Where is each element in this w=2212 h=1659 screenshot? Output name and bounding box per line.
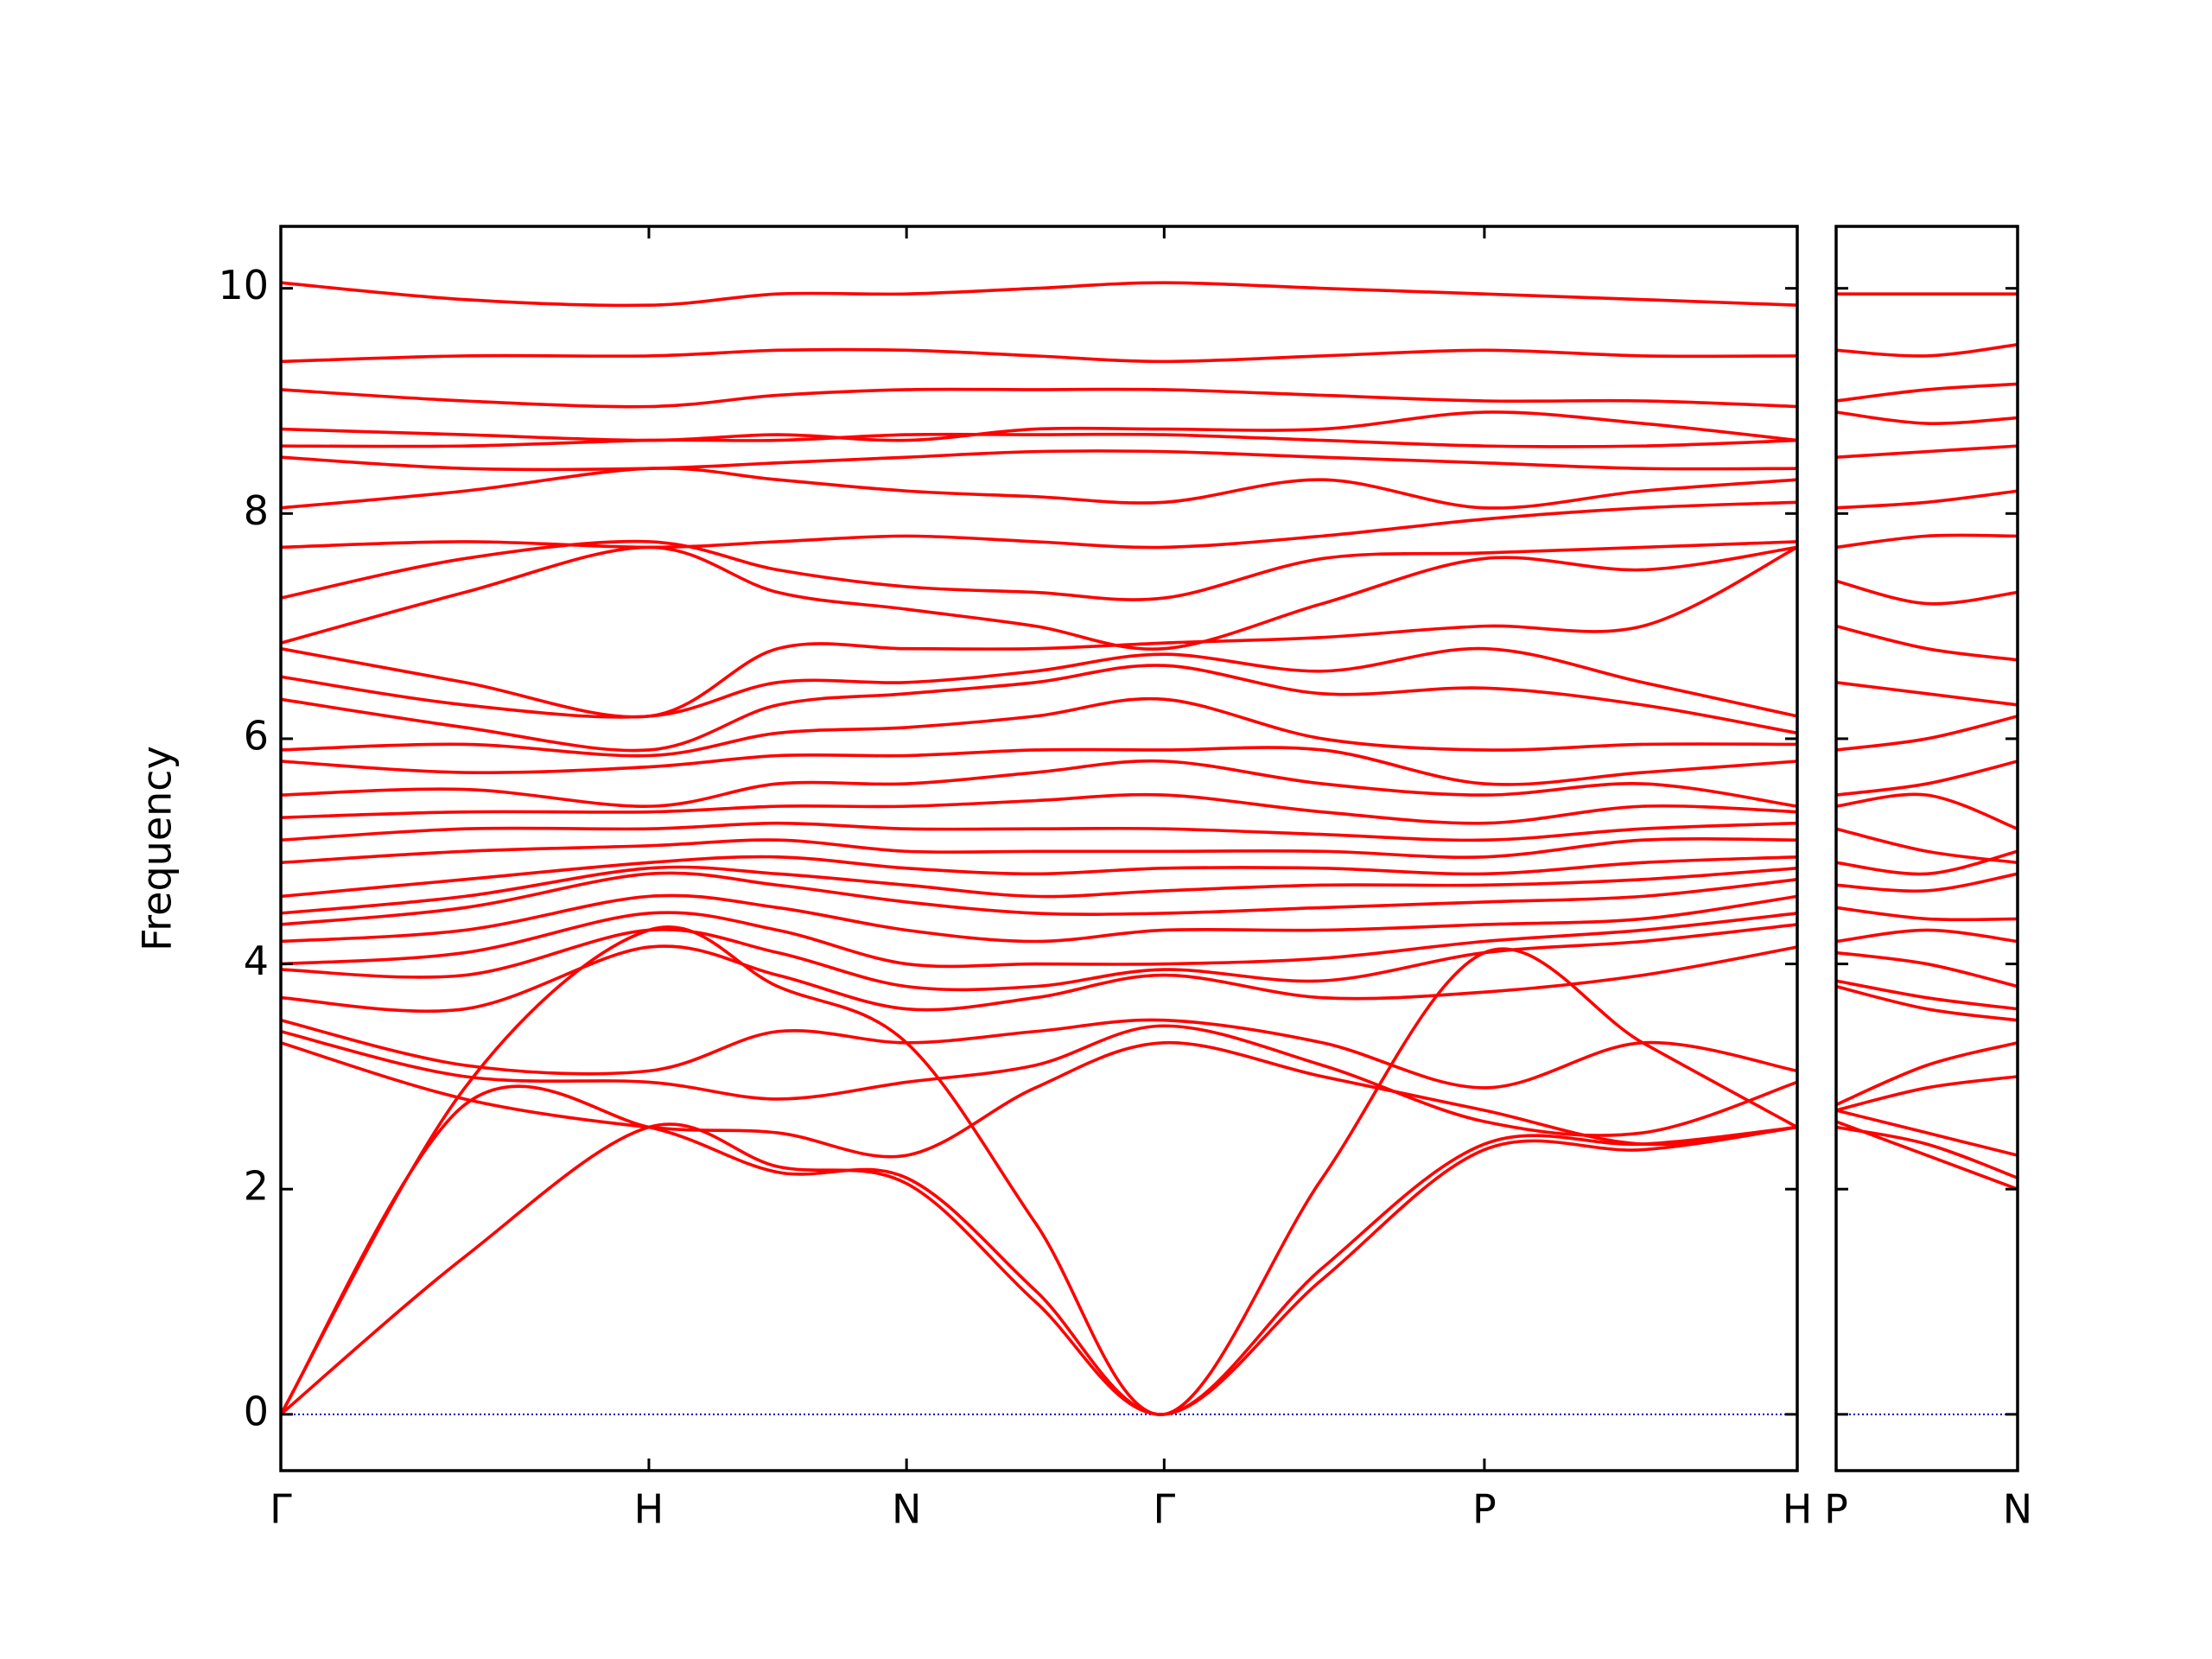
band-line <box>280 545 1798 652</box>
band-line <box>280 387 1798 409</box>
band-line <box>1835 533 2018 550</box>
band-line <box>280 347 1798 364</box>
band-line <box>1835 489 2018 510</box>
band-line <box>1835 1041 2018 1107</box>
band-line <box>1835 760 2018 797</box>
band-line <box>280 467 1798 510</box>
band-line <box>279 925 1798 1416</box>
y-tick-label: 8 <box>244 487 269 534</box>
x-tick-label: Γ <box>270 1486 292 1533</box>
band-line <box>1835 382 2018 403</box>
plot-frame <box>279 225 1799 1472</box>
band-line <box>280 923 1798 992</box>
band-line <box>280 944 1798 1014</box>
band-line <box>1835 1075 2018 1112</box>
y-axis-label: Frequency <box>134 746 181 951</box>
x-tick-label: P <box>1824 1486 1848 1533</box>
band-line <box>1835 792 2018 830</box>
plot-frame <box>1834 225 2019 1472</box>
band-line <box>280 855 1798 899</box>
band-line <box>1835 950 2018 988</box>
y-tick-label: 0 <box>244 1388 269 1434</box>
band-line <box>1835 984 2018 1022</box>
x-tick-label: H <box>634 1486 664 1533</box>
x-tick-label: Γ <box>1154 1486 1176 1533</box>
y-tick-label: 2 <box>244 1163 269 1210</box>
x-tick-label: H <box>1783 1486 1813 1533</box>
band-line <box>280 539 1798 601</box>
band-line <box>1835 343 2018 358</box>
band-line <box>1835 928 2018 944</box>
band-line <box>280 664 1798 753</box>
band-line <box>280 432 1798 448</box>
band-line <box>1835 872 2018 893</box>
band-line <box>1835 444 2018 459</box>
band-line <box>1835 849 2018 876</box>
band-line <box>280 821 1798 842</box>
band-line <box>1835 1125 2018 1179</box>
band-line <box>280 746 1798 786</box>
band-line <box>1835 680 2018 707</box>
x-tick-label: N <box>892 1486 921 1533</box>
band-line <box>280 759 1798 808</box>
band-line <box>280 1040 1798 1159</box>
band-line <box>280 410 1798 442</box>
band-line <box>1835 979 2018 1011</box>
band-line <box>280 696 1798 758</box>
x-tick-label: P <box>1472 1486 1497 1533</box>
band-line <box>280 893 1798 944</box>
band-line <box>279 1084 1798 1416</box>
band-line <box>1835 624 2018 662</box>
band-line <box>280 281 1798 308</box>
band-line <box>1835 1109 2018 1157</box>
band-line <box>1835 906 2018 922</box>
band-line <box>280 871 1798 926</box>
band-line <box>1835 410 2018 425</box>
band-line <box>279 1122 1798 1416</box>
band-line <box>1835 715 2018 752</box>
y-tick-label: 10 <box>218 262 269 308</box>
x-tick-label: N <box>2003 1486 2032 1533</box>
band-line <box>280 1024 1798 1137</box>
band-line <box>280 1018 1798 1090</box>
band-line <box>280 646 1798 719</box>
band-line <box>1835 827 2018 865</box>
band-line <box>1835 579 2018 606</box>
band-line <box>280 449 1798 472</box>
y-tick-label: 6 <box>244 712 269 759</box>
band-line <box>280 545 1798 719</box>
band-line <box>280 911 1798 969</box>
y-tick-label: 4 <box>244 938 269 984</box>
band-line <box>280 836 1798 865</box>
band-line <box>280 500 1798 550</box>
band-line <box>280 792 1798 825</box>
band-line <box>280 865 1798 915</box>
